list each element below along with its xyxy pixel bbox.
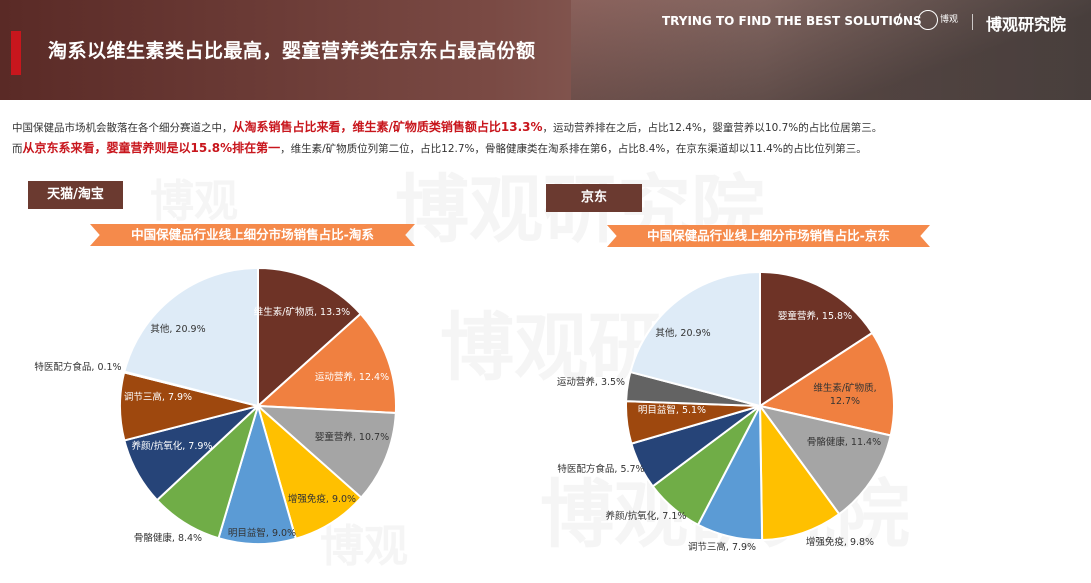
slice-label: 明目益智, 5.1% xyxy=(638,404,706,416)
pie-slice xyxy=(759,270,874,408)
slice-label: 养颜/抗氧化, 7.1% xyxy=(606,510,687,522)
brand-divider xyxy=(972,14,973,30)
pie-slice xyxy=(255,404,397,499)
slice-label: 调节三高, 7.9% xyxy=(124,391,192,403)
highlight-text: 从淘系销售占比来看，维生素/矿物质类销售额占比13.3% xyxy=(232,120,543,134)
body-text: ，维生素/矿物质位列第二位，占比12.7%，骨骼健康类在淘系排在第6，占比8.4… xyxy=(280,143,867,155)
slice-label: 运动营养, 3.5% xyxy=(557,376,625,388)
slice-label: 调节三高, 7.9% xyxy=(688,541,756,553)
body-text: 而 xyxy=(12,143,23,155)
title-accent-bar xyxy=(11,31,21,75)
brand-name: 博观研究院 xyxy=(986,15,1067,34)
page-title: 淘系以维生素类占比最高，婴童营养类在京东占最高份额 xyxy=(48,40,536,62)
highlight-text: 从京东系来看，婴童营养则是以15.8%排在第一 xyxy=(22,141,281,155)
slice-label: 维生素/矿物质, 12.7% xyxy=(813,382,876,407)
chart-title-taoxi: 中国保健品行业线上细分市场销售占比-淘系 xyxy=(90,224,415,246)
pie-slice xyxy=(255,312,397,415)
slice-label: 运动营养, 12.4% xyxy=(315,371,389,383)
logo-circle-icon xyxy=(918,10,938,30)
slice-label: 婴童营养, 10.7% xyxy=(315,431,389,443)
intro-line-2: 而从京东系来看，婴童营养则是以15.8%排在第一，维生素/矿物质位列第二位，占比… xyxy=(12,139,1087,156)
tag-jd: 京东 xyxy=(546,184,642,212)
chart-title-jd: 中国保健品行业线上细分市场销售占比-京东 xyxy=(607,225,930,247)
slice-label: 特医配方食品, 5.7% xyxy=(557,463,644,475)
pie-slice xyxy=(217,402,298,545)
slice-label: 骨骼健康, 11.4% xyxy=(807,436,881,448)
slogan-separator: / xyxy=(896,12,901,28)
intro-line-1: 中国保健品市场机会散落在各个细分赛道之中，从淘系销售占比来看，维生素/矿物质类销… xyxy=(12,118,1087,135)
slice-label: 骨骼健康, 8.4% xyxy=(134,532,202,544)
body-text: 中国保健品市场机会散落在各个细分赛道之中， xyxy=(12,122,233,134)
slice-label: 增强免疫, 9.0% xyxy=(288,493,356,505)
slice-label: 维生素/矿物质, 13.3% xyxy=(254,306,350,318)
pie-slice xyxy=(629,270,761,408)
slogan: TRYING TO FIND THE BEST SOLUTIONS xyxy=(662,14,922,28)
mountain-background xyxy=(571,0,1091,100)
slice-label: 明目益智, 9.0% xyxy=(228,527,296,539)
header-banner: 淘系以维生素类占比最高，婴童营养类在京东占最高份额 TRYING TO FIND… xyxy=(0,0,1091,100)
slice-label: 特医配方食品, 0.1% xyxy=(34,361,121,373)
logo-text: 博观 xyxy=(940,15,959,25)
pie-slice xyxy=(256,402,363,540)
slice-label: 婴童营养, 15.8% xyxy=(778,310,852,322)
pie-slice xyxy=(758,402,841,541)
pie-slice xyxy=(757,404,892,516)
pie-slice xyxy=(123,266,259,408)
tag-tmall-taobao: 天猫/淘宝 xyxy=(28,181,123,209)
slice-label: 养颜/抗氧化, 7.9% xyxy=(132,440,213,452)
body-text: ，运动营养排在之后，占比12.4%，婴童营养以10.7%的占比位居第三。 xyxy=(542,122,883,134)
slice-label: 其他, 20.9% xyxy=(655,327,710,339)
slice-label: 其他, 20.9% xyxy=(150,323,205,335)
pie-slice xyxy=(257,266,363,409)
pie-slice xyxy=(757,331,895,437)
slice-label: 增强免疫, 9.8% xyxy=(806,536,874,548)
